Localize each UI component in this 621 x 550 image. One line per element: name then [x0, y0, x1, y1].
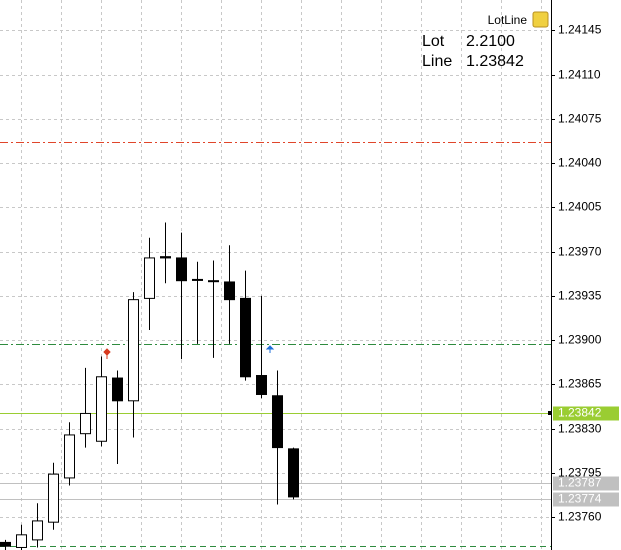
- candle-body: [176, 257, 187, 282]
- y-tick-label: 1.23865: [558, 377, 602, 391]
- candle-body: [80, 412, 91, 435]
- candle-body: [256, 375, 267, 395]
- y-tick-label: 1.23900: [558, 333, 602, 347]
- y-tick-label: 1.24145: [558, 23, 602, 37]
- candle-body: [272, 395, 283, 449]
- price-label: 1.23774: [558, 492, 602, 506]
- price-marker: [548, 411, 552, 415]
- price-label-box: [553, 406, 619, 421]
- candle-body: [208, 280, 219, 283]
- candle-body: [48, 473, 59, 523]
- y-tick-label: 1.23760: [558, 510, 602, 524]
- candle-body: [192, 278, 203, 281]
- price-label-box: [553, 492, 619, 507]
- y-tick-label: 1.24110: [558, 68, 601, 82]
- y-tick-label: 1.23935: [558, 289, 602, 303]
- candle-body: [160, 256, 171, 259]
- candle-body: [96, 376, 107, 442]
- candle-body: [224, 281, 235, 301]
- y-tick-label: 1.23970: [558, 245, 602, 259]
- candle-body: [288, 448, 299, 498]
- candle-body: [144, 257, 155, 299]
- y-tick-label: 1.23795: [558, 466, 602, 480]
- y-tick-label: 1.24075: [558, 112, 602, 126]
- buy-arrow: [265, 345, 275, 353]
- panel-label: Line: [422, 53, 452, 70]
- y-tick-label: 1.23830: [558, 422, 602, 436]
- candle-body: [240, 297, 251, 378]
- price-label-box: [553, 476, 619, 491]
- candle-body: [64, 434, 75, 479]
- candle-body: [128, 299, 139, 402]
- panel-name: LotLine: [488, 13, 528, 27]
- candle-body: [32, 520, 43, 541]
- y-tick-label: 1.24005: [558, 200, 602, 214]
- panel-value: 2.2100: [466, 33, 515, 50]
- candle-body: [0, 541, 11, 547]
- panel-icon: [532, 11, 549, 28]
- candle-body: [112, 377, 123, 402]
- vertical-grid: [21, 0, 542, 550]
- price-label: 1.23787: [558, 476, 602, 490]
- y-tick-label: 1.24040: [558, 156, 602, 170]
- panel-label: Lot: [422, 33, 445, 50]
- sell-arrow: [103, 348, 111, 359]
- price-label: 1.23842: [558, 406, 602, 420]
- panel-value: 1.23842: [466, 53, 524, 70]
- candle-body: [16, 534, 27, 548]
- trade-arrows: [103, 345, 275, 359]
